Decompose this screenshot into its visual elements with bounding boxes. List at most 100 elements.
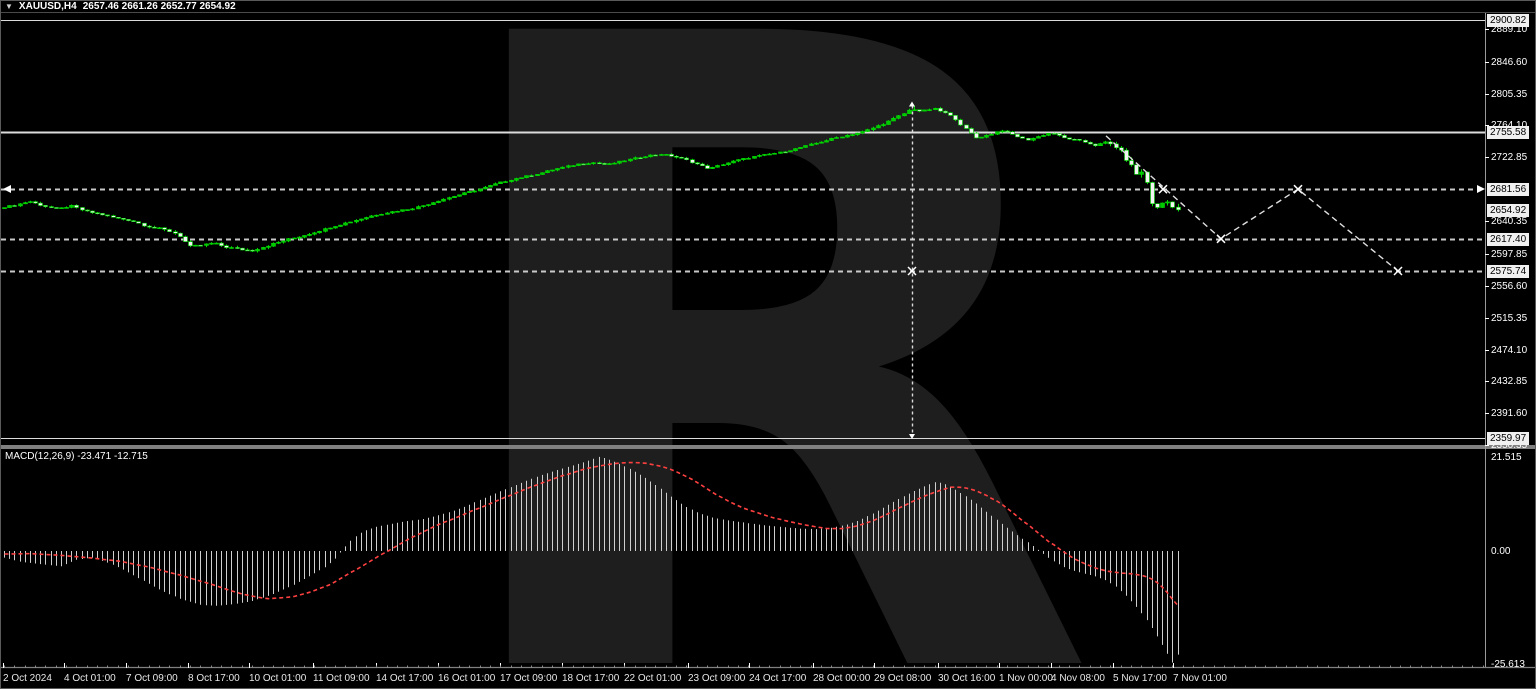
bear-candle [38,202,43,206]
bull-candle [829,138,834,141]
bear-candle [167,229,172,233]
bull-candle [989,134,994,136]
bear-candle [173,231,178,234]
bull-candle [286,238,291,242]
bull-candle [18,203,23,207]
bull-candle [297,236,302,239]
bull-candle [204,243,209,246]
bear-candle [974,132,979,139]
bull-candle [209,242,214,245]
bull-candle [902,113,907,117]
macd-histogram[interactable] [4,456,1180,663]
bull-candle [633,157,638,160]
line-end-arrow-icon [1477,185,1485,193]
broker-watermark: R [429,1,1099,689]
bear-candle [126,219,131,221]
bull-candle [736,159,741,162]
bull-candle [483,186,488,190]
bull-candle [519,177,524,179]
line-end-arrow-icon [3,185,11,193]
chart-title-bar[interactable]: ▼ XAUUSD,H4 2657.46 2661.26 2652.77 2654… [1,1,1535,13]
bear-candle [95,212,100,214]
bear-candle [690,159,695,164]
x-marker-icon [1393,266,1403,276]
measure-crosshair[interactable] [907,101,917,439]
bear-candle [653,154,658,157]
bull-candle [741,158,746,160]
bull-candle [524,175,529,179]
bull-candle [1139,171,1144,175]
bull-candle [266,245,271,248]
pane-resize-separator[interactable] [1,445,1536,449]
bear-candle [116,217,121,219]
bull-candle [23,202,28,205]
bear-candle [1015,134,1020,138]
bull-candle [281,240,286,243]
bull-candle [1098,143,1103,147]
bear-candle [1077,139,1082,141]
bull-candle [255,249,260,252]
candlestick-series[interactable] [2,105,1181,253]
bear-candle [1176,206,1181,211]
bear-candle [964,124,969,129]
bull-candle [498,181,503,184]
bull-candle [824,140,829,143]
bull-candle [555,168,560,171]
bull-candle [933,108,938,111]
bear-candle [1155,203,1160,208]
bull-candle [1000,130,1005,133]
bull-candle [7,205,12,208]
bear-candle [1093,143,1098,147]
up-arrow-icon [909,101,915,107]
bull-candle [214,242,219,245]
bull-candle [896,115,901,119]
bear-candle [1057,133,1062,136]
bear-candle [49,206,54,208]
bull-candle [354,220,359,223]
bull-candle [984,135,989,138]
bull-candle [2,207,7,209]
bull-candle [566,165,571,168]
projection-zigzag[interactable] [1105,135,1403,276]
bull-candle [731,160,736,164]
x-marker-icon [907,266,917,276]
bull-candle [550,169,555,172]
bear-candle [597,162,602,164]
bull-candle [379,214,384,216]
bear-candle [679,157,684,159]
bull-candle [157,227,162,229]
bear-candle [219,242,224,247]
bull-candle [364,217,369,220]
bull-candle [493,183,498,186]
bear-candle [136,221,141,224]
bull-candle [586,163,591,165]
bear-candle [602,163,607,165]
bull-candle [865,129,870,132]
bull-candle [767,153,772,156]
bull-candle [891,118,896,122]
bull-candle [840,136,845,139]
bull-candle [405,209,410,211]
bear-candle [1088,142,1093,145]
bear-candle [54,207,59,209]
bull-candle [560,166,565,169]
bear-candle [1067,137,1072,140]
collapse-ohlc-icon[interactable]: ▼ [5,2,13,11]
bull-candle [664,154,669,156]
bull-candle [323,228,328,232]
bull-candle [721,164,726,166]
bull-candle [312,232,317,235]
bear-candle [1062,135,1067,139]
bear-candle [529,175,534,177]
bull-candle [628,158,633,162]
bull-candle [871,127,876,131]
bull-candle [447,197,452,200]
down-arrow-icon [909,434,915,439]
bear-candle [250,249,255,252]
bull-candle [1165,201,1170,204]
bull-candle [793,148,798,152]
bear-candle [695,162,700,165]
bear-candle [245,249,250,252]
bull-candle [395,211,400,213]
